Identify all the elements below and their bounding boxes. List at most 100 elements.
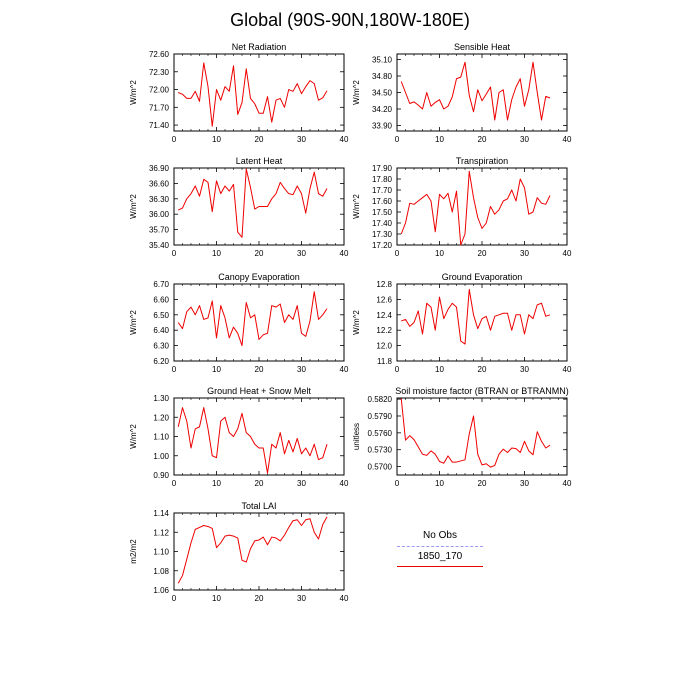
panel-sensible-heat: Sensible Heat 0 10 20 30 40 33.90 34.20 34.50 34.… (352, 42, 572, 144)
legend-line-1850-170 (397, 566, 483, 567)
panel-net-radiation: Net Radiation 0 10 20 30 40 71.40 71.70 72.00 72.… (129, 42, 349, 144)
x-tick-label: 0 (172, 479, 177, 488)
series-line-1850-170 (178, 168, 328, 238)
y-tick-label: 0.5760 (368, 429, 393, 438)
x-tick-label: 10 (435, 479, 444, 488)
x-tick-label: 30 (520, 135, 529, 144)
y-tick-label: 6.20 (153, 357, 169, 366)
y-axis-label: m2/m2 (129, 539, 138, 564)
x-tick-label: 30 (297, 135, 306, 144)
y-tick-label: 1.10 (153, 548, 169, 557)
x-tick-label: 10 (212, 249, 221, 258)
y-tick-label: 17.60 (372, 197, 393, 206)
y-tick-label: 6.50 (153, 311, 169, 320)
x-tick-label: 40 (340, 479, 349, 488)
y-tick-label: 1.06 (153, 586, 169, 595)
plot-frame (173, 512, 345, 591)
panel-title: Total LAI (241, 501, 276, 511)
y-tick-label: 17.30 (372, 230, 393, 239)
x-tick-label: 20 (255, 365, 264, 374)
x-tick-label: 10 (435, 365, 444, 374)
panel-ground-evaporation: Ground Evaporation 0 10 20 30 40 11.8 12.0 12.2 1… (352, 272, 572, 374)
x-tick-label: 20 (478, 365, 487, 374)
x-tick-label: 20 (255, 479, 264, 488)
y-axis-label: W/m^2 (129, 80, 138, 105)
y-tick-label: 1.10 (153, 433, 169, 442)
series-line-1850-170 (177, 407, 328, 474)
plot-frame (396, 283, 568, 362)
y-tick-label: 0.5730 (368, 446, 393, 455)
panel-title: Soil moisture factor (BTRAN or BTRANMN) (395, 386, 569, 396)
panel-total-lai: Total LAI 0 10 20 30 40 1.06 1.08 1.10 1.12 1.14 m2… (129, 501, 349, 603)
series-line-1850-170 (400, 61, 551, 121)
x-tick-label: 30 (520, 479, 529, 488)
panel-transpiration: Transpiration 0 10 20 30 40 17.20 17.30 17.40 17.… (352, 156, 572, 258)
y-tick-label: 17.20 (372, 241, 393, 250)
series-line-1850-170 (177, 291, 328, 347)
panel-title: Ground Heat + Snow Melt (207, 386, 311, 396)
x-tick-label: 30 (297, 479, 306, 488)
y-axis-label: W/m^2 (129, 424, 138, 449)
y-tick-label: 34.50 (372, 89, 393, 98)
y-tick-label: 1.00 (153, 452, 169, 461)
x-tick-label: 40 (563, 365, 572, 374)
x-tick-label: 20 (255, 135, 264, 144)
series-line-1850-170 (177, 516, 328, 584)
y-tick-label: 0.5790 (368, 412, 393, 421)
series-line-1850-170 (401, 288, 551, 345)
y-tick-label: 6.60 (153, 295, 169, 304)
main-title: Global (90S-90N,180W-180E) (230, 10, 470, 30)
y-axis-label: W/m^2 (352, 194, 361, 219)
y-tick-label: 36.00 (149, 210, 170, 219)
y-tick-label: 17.50 (372, 208, 393, 217)
y-tick-label: 71.70 (149, 103, 170, 112)
x-tick-label: 30 (297, 594, 306, 603)
y-tick-label: 0.90 (153, 471, 169, 480)
x-tick-label: 10 (435, 249, 444, 258)
x-tick-label: 10 (435, 135, 444, 144)
panel-title: Latent Heat (236, 156, 283, 166)
y-tick-label: 12.6 (376, 295, 392, 304)
x-tick-label: 30 (297, 365, 306, 374)
y-tick-label: 35.40 (149, 241, 170, 250)
x-tick-label: 40 (340, 365, 349, 374)
y-axis-label: W/m^2 (129, 194, 138, 219)
x-tick-label: 10 (212, 479, 221, 488)
x-tick-label: 0 (172, 135, 177, 144)
y-tick-label: 33.90 (372, 122, 393, 131)
y-tick-label: 1.20 (153, 413, 169, 422)
y-tick-label: 36.90 (149, 164, 170, 173)
x-tick-label: 40 (563, 479, 572, 488)
x-tick-label: 0 (172, 365, 177, 374)
x-tick-label: 10 (212, 594, 221, 603)
x-tick-label: 30 (520, 249, 529, 258)
x-tick-label: 20 (255, 594, 264, 603)
panel-title: Sensible Heat (454, 42, 511, 52)
x-tick-label: 40 (563, 135, 572, 144)
y-tick-label: 34.80 (372, 72, 393, 81)
y-tick-label: 35.70 (149, 226, 170, 235)
y-tick-label: 0.5700 (368, 463, 393, 472)
panel-latent-heat: Latent Heat 0 10 20 30 40 35.40 35.70 36.00 36.30… (129, 156, 349, 258)
series-line-1850-170 (400, 398, 551, 468)
y-tick-label: 12.2 (376, 326, 392, 335)
x-tick-label: 0 (395, 249, 400, 258)
y-axis-label: W/m^2 (352, 80, 361, 105)
y-tick-label: 72.00 (149, 86, 170, 95)
y-tick-label: 1.08 (153, 567, 169, 576)
series-line-1850-170 (400, 170, 551, 246)
x-tick-label: 40 (563, 249, 572, 258)
y-tick-label: 36.60 (149, 179, 170, 188)
x-tick-label: 20 (478, 249, 487, 258)
y-axis-label: W/m^2 (129, 310, 138, 335)
x-tick-label: 40 (340, 249, 349, 258)
panel-soil-moisture-factor-btran-or-btranmn: Soil moisture factor (BTRAN or BTRANMN) 0… (352, 386, 572, 488)
x-tick-label: 0 (395, 479, 400, 488)
y-axis-label: W/m^2 (352, 310, 361, 335)
y-tick-label: 71.40 (149, 121, 170, 130)
plot-frame (396, 167, 568, 246)
y-tick-label: 17.90 (372, 164, 393, 173)
y-tick-label: 6.30 (153, 342, 169, 351)
y-tick-label: 17.80 (372, 175, 393, 184)
